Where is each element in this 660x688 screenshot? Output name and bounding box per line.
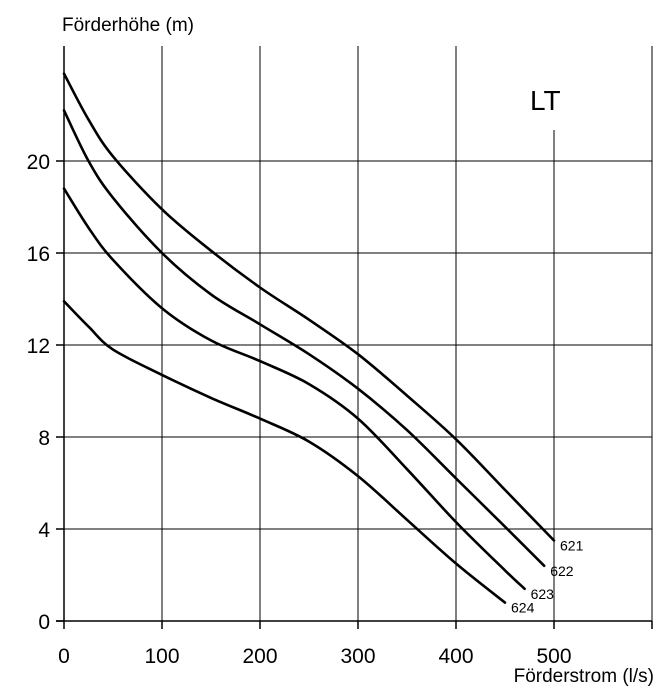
curve-label-621: 621 (560, 538, 584, 554)
x-axis-label: Förderstrom (l/s) (514, 666, 654, 687)
curve-621 (62, 72, 556, 542)
y-tick-label: 12 (27, 335, 50, 358)
y-axis-label: Förderhöhe (m) (62, 15, 194, 36)
curve-label-623: 623 (531, 586, 555, 602)
x-tick-label: 300 (340, 645, 375, 668)
grid (56, 46, 653, 622)
y-tick-label: 4 (38, 519, 50, 542)
y-tick-label: 16 (27, 243, 50, 266)
curve-label-622: 622 (550, 563, 574, 579)
x-tick-label: 0 (58, 645, 70, 668)
x-tick-label: 200 (242, 645, 277, 668)
curve-622 (62, 109, 546, 568)
chart-annotation: LT (530, 85, 561, 116)
curve-label-624: 624 (511, 600, 535, 616)
x-tick-label: 100 (144, 645, 179, 668)
annotation-mask (476, 71, 628, 131)
y-tick-label: 8 (38, 427, 50, 450)
y-tick-label: 0 (38, 611, 50, 634)
x-tick-label: 400 (438, 645, 473, 668)
curve-624 (62, 300, 507, 604)
curve-623 (62, 187, 526, 591)
x-tick-label: 500 (536, 645, 571, 668)
y-tick-label: 20 (27, 151, 50, 174)
